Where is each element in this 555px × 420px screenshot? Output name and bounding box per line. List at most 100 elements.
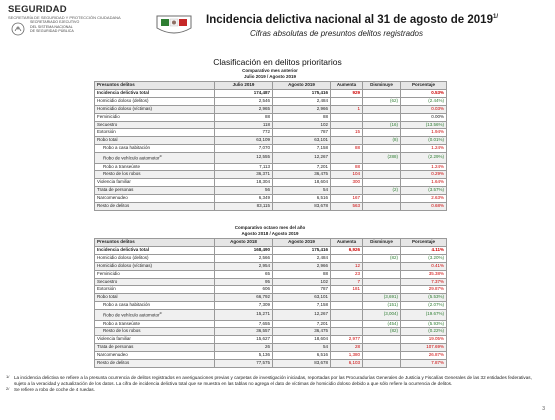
value-prev: 36,371 (214, 170, 273, 180)
value-prev: 2,546 (214, 96, 273, 106)
table-row: Robo a transeúnte 7,655 7,201 (454) (5.93%) (94, 319, 447, 329)
page-title: Incidencia delictiva nacional al 31 de a… (206, 14, 498, 26)
table-row: Resto de los robos 36,557 36,475 (82) (0.22%… (94, 327, 447, 337)
value-current: 36,475 (272, 170, 331, 180)
value-prev: 65 (214, 269, 273, 279)
crime-name: Robo de vehículo automotor2/ (94, 309, 215, 321)
value-current: 63,101 (272, 293, 331, 303)
page-number: 3 (542, 406, 545, 412)
value-prev: 7,655 (214, 319, 273, 329)
decrease-value (362, 343, 401, 353)
value-prev: 63,109 (214, 136, 273, 146)
national-shield-icon (11, 22, 25, 36)
percent-change: 2.63% (400, 194, 447, 204)
table-row: Secuestro 95 102 7 7.37% (94, 277, 447, 287)
table-row: Resto de delitos 83,115 83,678 563 0.68% (94, 202, 447, 211)
percent-change: 1.24% (400, 144, 447, 154)
column-header: Porcentaje (400, 238, 447, 247)
value-current: 63,101 (272, 136, 331, 146)
value-current: 175,416 (272, 245, 331, 255)
footnote: 1/ La incidencia delictiva se refiere a … (6, 374, 541, 387)
crime-name: Homicidio doloso (delitos) (94, 96, 215, 106)
footnote-text: Se refiere a robo de coche de 4 ruedas. (14, 387, 95, 392)
value-prev: 5,136 (214, 351, 273, 361)
footnote-marker: 1/ (6, 374, 10, 379)
value-current: 83,678 (272, 202, 331, 211)
table-row: Homicidio doloso (víctimas) 2,965 2,966 1 0.… (94, 104, 447, 114)
percent-change: (19.67%) (400, 309, 447, 321)
institution-logo: SEGURIDAD SECRETARÍA DE SEGURIDAD Y PROT… (8, 4, 208, 38)
table-row: Trata de personas 56 54 (2) (3.57%) (94, 186, 447, 196)
value-prev: 95 (214, 277, 273, 287)
increase-value: 167 (330, 194, 363, 204)
percent-change: (3.20%) (400, 253, 447, 263)
crime-name: Homicidio doloso (víctimas) (94, 261, 215, 271)
table2-caption: Comparativo octavo mes del año (234, 225, 306, 230)
increase-value: 23 (330, 269, 363, 279)
decrease-value (362, 335, 401, 345)
increase-value (330, 253, 363, 263)
logo-secretariat: SECRETARIADO EJECUTIVO DEL SISTEMA NACIO… (30, 20, 80, 34)
value-prev: 118 (214, 120, 273, 130)
value-current: 102 (272, 277, 331, 287)
value-prev: 12,555 (214, 152, 273, 164)
crime-name: Extorsión (94, 285, 215, 295)
increase-value: 7 (330, 277, 363, 287)
decrease-value: (3,004) (362, 309, 401, 321)
table-row: Robo total 63,109 63,101 (8) (0.01%) (94, 136, 447, 146)
table-row: Violencia familiar 18,304 18,604 300 1.64% (94, 178, 447, 188)
crime-name: Resto de delitos (94, 202, 215, 211)
percent-change: 19.05% (400, 335, 447, 345)
crime-name: Narcomenudeo (94, 351, 215, 361)
increase-value: 300 (330, 178, 363, 188)
value-current: 175,416 (272, 88, 331, 98)
table-row: Robo a casa habitación 7,309 7,158 (151) (2.… (94, 301, 447, 311)
page-header: SEGURIDAD SECRETARÍA DE SEGURIDAD Y PROT… (0, 0, 555, 40)
value-current: 6,516 (272, 194, 331, 204)
value-prev: 15,271 (214, 309, 273, 321)
decrease-value: (454) (362, 319, 401, 329)
increase-value (330, 152, 363, 164)
sesnsp-badge-icon (156, 15, 192, 34)
value-current: 7,201 (272, 162, 331, 172)
value-prev: 77,575 (214, 359, 273, 368)
value-current: 54 (272, 343, 331, 353)
crime-name: Extorsión (94, 128, 215, 138)
crime-name: Violencia familiar (94, 335, 215, 345)
decrease-value: (151) (362, 301, 401, 311)
decrease-value: (82) (362, 253, 401, 263)
crime-name: Secuestro (94, 277, 215, 287)
decrease-value (362, 194, 401, 204)
value-prev: 26 (214, 343, 273, 353)
increase-value: 929 (330, 88, 363, 98)
crime-name: Homicidio doloso (víctimas) (94, 104, 215, 114)
crime-name: Resto de los robos (94, 327, 215, 337)
value-prev: 56 (214, 186, 273, 196)
decrease-value (362, 178, 401, 188)
crime-name: Feminicidio (94, 112, 215, 122)
percent-change: (2.29%) (400, 152, 447, 164)
table-row: Robo a casa habitación 7,070 7,158 88 1.24% (94, 144, 447, 154)
table-row: Homicidio doloso (víctimas) 2,954 2,966 12 0… (94, 261, 447, 271)
table-row: Robo a transeúnte 7,113 7,201 88 1.24% (94, 162, 447, 172)
decrease-value (362, 202, 401, 211)
column-header: Julio 2019 (214, 81, 273, 90)
increase-value (330, 327, 363, 337)
percent-change: 107.69% (400, 343, 447, 353)
percent-change: 26.87% (400, 351, 447, 361)
increase-value: 15 (330, 128, 363, 138)
value-prev: 66,792 (214, 293, 273, 303)
percent-change: 4.11% (400, 245, 447, 255)
table2-period: Agosto 2018 / Agosto 2019 (241, 231, 299, 236)
increase-value: 6,926 (330, 245, 363, 255)
percent-change: 1.94% (400, 128, 447, 138)
value-prev: 7,309 (214, 301, 273, 311)
decrease-value (362, 88, 401, 98)
value-prev: 168,490 (214, 245, 273, 255)
crime-name: Robo total (94, 293, 215, 303)
value-current: 787 (272, 128, 331, 138)
decrease-value (362, 144, 401, 154)
decrease-value (362, 245, 401, 255)
table-row: Secuestro 118 102 (16) (13.56%) (94, 120, 447, 130)
column-header: Disminuye (362, 238, 401, 247)
